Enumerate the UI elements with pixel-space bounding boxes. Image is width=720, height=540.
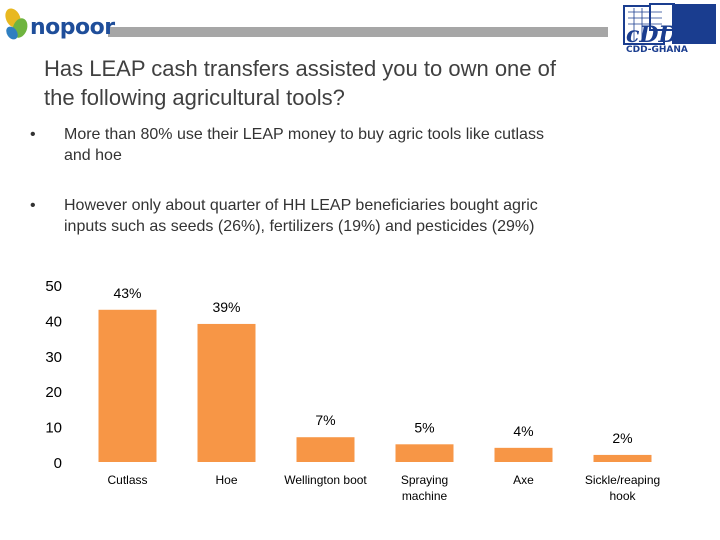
data-label: 2%	[612, 430, 632, 446]
y-tick-label: 10	[45, 420, 62, 437]
bar	[296, 437, 355, 462]
data-label: 7%	[315, 412, 335, 428]
y-tick-label: 40	[45, 313, 62, 330]
bullet-list: • More than 80% use their LEAP money to …	[30, 124, 690, 266]
bullet-marker: •	[30, 126, 36, 143]
x-tick-label: machine	[402, 489, 448, 503]
y-tick-label: 20	[45, 384, 62, 401]
cdd-ghana-logo: cDD CDD-GHANA	[623, 3, 716, 54]
y-tick-label: 50	[45, 278, 62, 295]
x-tick-label: hook	[609, 489, 636, 503]
bar	[197, 323, 256, 462]
bullet-line: More than 80% use their LEAP money to bu…	[64, 126, 544, 143]
data-labels: 43% 39% 7% 5% 4% 2%	[113, 285, 632, 446]
x-axis: Cutlass Hoe Wellington boot Spraying machine…	[107, 473, 660, 503]
slide-title: Has LEAP cash transfers assisted you to …	[44, 54, 684, 112]
bullet-line: and hoe	[64, 147, 122, 164]
bar-chart: 0 10 20 30 40 50 43% 39% 7% 5% 4% 2% Cutlass Hoe Wel…	[45, 278, 660, 503]
bullet-item: • More than 80% use their LEAP money to …	[30, 124, 690, 166]
data-label: 39%	[212, 299, 240, 315]
nopoor-logo: nopoor	[4, 4, 115, 46]
header-divider-bar	[108, 27, 608, 37]
x-tick-label: Hoe	[215, 473, 237, 487]
data-label: 5%	[414, 419, 434, 435]
slide-title-line-2: the following agricultural tools?	[44, 85, 345, 110]
nopoor-logo-text: nopoor	[30, 15, 115, 40]
y-tick-label: 0	[54, 455, 62, 472]
bar	[593, 454, 652, 462]
x-tick-label: Cutlass	[107, 473, 147, 487]
bullet-line: However only about quarter of HH LEAP be…	[64, 197, 538, 214]
nopoor-leaf-icon	[5, 8, 28, 40]
x-tick-label: Axe	[513, 473, 534, 487]
slide-title-line-1: Has LEAP cash transfers assisted you to …	[44, 56, 556, 81]
y-tick-label: 30	[45, 349, 62, 366]
bar	[98, 309, 157, 462]
x-tick-label: Sickle/reaping	[585, 473, 660, 487]
bullet-line: inputs such as seeds (26%), fertilizers …	[64, 218, 535, 235]
x-tick-label: Spraying	[401, 473, 448, 487]
cdd-logo-subtext: CDD-GHANA	[626, 45, 688, 54]
bar-series	[98, 309, 652, 462]
y-axis: 0 10 20 30 40 50	[45, 278, 62, 472]
x-tick-label: Wellington boot	[284, 473, 367, 487]
bar	[395, 444, 454, 462]
bullet-marker: •	[30, 197, 36, 214]
bullet-item: • However only about quarter of HH LEAP …	[30, 195, 690, 237]
bar	[494, 447, 553, 462]
data-label: 43%	[113, 285, 141, 301]
data-label: 4%	[513, 423, 533, 439]
cdd-logo-letters: cDD	[626, 22, 678, 48]
